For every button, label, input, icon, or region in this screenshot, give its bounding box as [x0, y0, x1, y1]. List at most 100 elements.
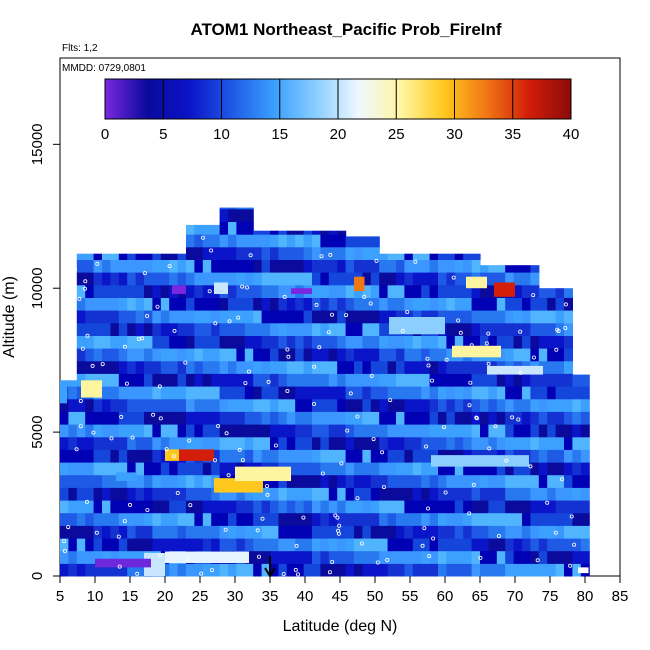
heatmap-cell [555, 563, 565, 577]
heatmap-cell [253, 398, 263, 412]
heatmap-cell [85, 500, 95, 514]
heatmap-cell [362, 411, 372, 425]
heatmap-cell [236, 360, 246, 374]
heatmap-cell [202, 500, 212, 514]
sample-point [478, 555, 483, 560]
heatmap-cell [236, 207, 246, 210]
heatmap-cell [379, 512, 389, 526]
heatmap-cell [76, 436, 86, 450]
heatmap-cell [102, 538, 111, 552]
heatmap-cell [454, 563, 464, 577]
heatmap-cell [421, 462, 431, 476]
heatmap-cell [144, 411, 153, 425]
heatmap-cell [396, 386, 405, 400]
heatmap-cell [303, 449, 313, 463]
sample-point [66, 525, 71, 530]
heatmap-cell [454, 487, 464, 501]
heatmap-cell [505, 500, 515, 514]
sample-point [62, 549, 67, 554]
heatmap-cell [564, 386, 573, 400]
heatmap-cell [429, 436, 439, 450]
heatmap-cell [253, 373, 263, 387]
heatmap-cell [345, 462, 355, 476]
heatmap-cell [186, 373, 195, 387]
sample-point [248, 253, 253, 258]
heatmap-cell [211, 386, 221, 400]
heatmap-cell [244, 335, 254, 349]
heatmap-cell [152, 474, 162, 488]
heatmap-cell [547, 411, 557, 425]
sample-point [560, 477, 565, 482]
sample-point [486, 331, 491, 336]
heatmap-cell [471, 550, 481, 564]
heatmap-cell [60, 474, 69, 488]
heatmap-cell [270, 398, 279, 412]
heatmap-cell [278, 525, 288, 539]
heatmap-cell [194, 297, 204, 311]
heatmap-cell [446, 525, 456, 539]
heatmap-cell [303, 462, 313, 476]
heatmap-cell [522, 424, 531, 438]
sample-point [381, 485, 386, 490]
heatmap-cell [169, 398, 179, 412]
heatmap-cell [127, 360, 137, 374]
heatmap-cell [303, 563, 313, 577]
sample-point [422, 526, 427, 531]
sample-point [375, 560, 380, 565]
heatmap-cell [261, 259, 271, 273]
heatmap-cell [379, 272, 389, 286]
sample-point [486, 361, 491, 366]
heatmap-cell [471, 525, 481, 539]
heatmap-cell [102, 259, 111, 273]
heatmap-cell [93, 462, 103, 476]
heatmap-cell [68, 462, 78, 476]
heatmap-cell [370, 297, 380, 311]
sample-point [444, 357, 449, 362]
heatmap-cell [446, 360, 456, 374]
sample-point [136, 336, 141, 341]
heatmap-cell [118, 462, 128, 476]
heatmap-cell [211, 297, 221, 311]
heatmap-cell [303, 474, 313, 488]
heatmap-cell [127, 512, 137, 526]
heatmap-cell [396, 373, 405, 387]
heatmap-cell [261, 297, 271, 311]
heatmap-cell [312, 234, 321, 248]
heatmap-cell [152, 272, 162, 286]
heatmap-patch [291, 288, 312, 294]
heatmap-cell [547, 512, 557, 526]
heatmap-cell [102, 398, 111, 412]
heatmap-cell [211, 411, 221, 425]
heatmap-cell [488, 525, 498, 539]
heatmap-cell [194, 487, 204, 501]
heatmap-cell [555, 449, 565, 463]
heatmap-cell [169, 348, 179, 362]
heatmap-cell [295, 335, 305, 349]
heatmap-cell [396, 512, 405, 526]
heatmap-cell [530, 538, 540, 552]
sample-point [531, 293, 536, 298]
heatmap-cell [404, 373, 414, 387]
heatmap-cell [211, 512, 221, 526]
heatmap-cell [538, 462, 548, 476]
heatmap-cell [362, 449, 372, 463]
heatmap-cell [396, 310, 405, 324]
sample-point [187, 438, 192, 443]
heatmap-cell [429, 259, 439, 273]
heatmap-cell [76, 259, 86, 273]
heatmap-cell [160, 411, 170, 425]
heatmap-cell [186, 259, 195, 273]
heatmap-cell [303, 322, 313, 336]
heatmap-patch [60, 386, 67, 404]
heatmap-cell [362, 525, 372, 539]
heatmap-cell [412, 538, 422, 552]
heatmap-cell [286, 310, 296, 324]
heatmap-cell [496, 386, 506, 400]
heatmap-cell [522, 335, 531, 349]
heatmap-cell [194, 284, 204, 298]
x-tick-label: 50 [367, 588, 384, 605]
sample-point [285, 388, 290, 393]
heatmap-cell [496, 398, 506, 412]
heatmap-cell [429, 550, 439, 564]
x-tick-label: 75 [542, 588, 559, 605]
